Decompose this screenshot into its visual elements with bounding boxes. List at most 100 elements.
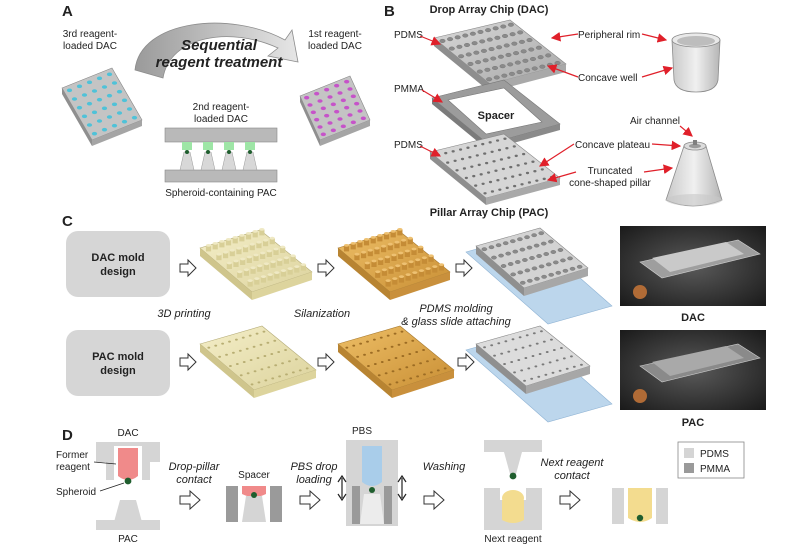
pac-mold-orange: [337, 325, 455, 398]
legend: PDMS PMMA: [677, 441, 745, 479]
next-contact-2: contact: [554, 470, 590, 482]
label-pdms-top: PDMS: [394, 30, 423, 41]
stage-1: DAC PAC Former reagent Spheroid: [56, 428, 160, 545]
magenta-drops: [304, 79, 366, 137]
dac-mold-line1: DAC mold: [91, 252, 144, 264]
panel-d-letter: D: [62, 427, 73, 444]
dac3-label-2: loaded DAC: [63, 41, 117, 52]
pbs-drop-1: PBS drop: [290, 461, 337, 473]
dac-teal-chip: [61, 67, 143, 146]
drop-pillar-1: Drop-pillar: [169, 461, 221, 473]
pac-mold-line1: PAC mold: [92, 351, 144, 363]
stage3-pbs: PBS: [352, 426, 372, 437]
arrow-c5: [317, 352, 335, 372]
arrow-d2: [299, 489, 321, 511]
legend-pmma-swatch: [684, 463, 694, 473]
pac-plate: [429, 133, 561, 205]
spacer-frame: [431, 79, 561, 150]
arrow-c1: [179, 258, 197, 278]
double-arrow-left: [337, 474, 347, 502]
mold-holes-pale: [207, 330, 309, 386]
pac-mold-design-box: [66, 330, 170, 396]
next-reagent-label: Next reagent: [484, 534, 541, 545]
dac1-label-1: 1st reagent-: [308, 29, 361, 40]
legend-pdms: PDMS: [700, 449, 729, 460]
dac-on-glass: [465, 227, 613, 325]
dac2-label-2: loaded DAC: [194, 114, 248, 125]
label-truncated-2: cone-shaped pillar: [569, 178, 651, 189]
legend-pdms-swatch: [684, 448, 694, 458]
double-arrow-right: [397, 474, 407, 502]
arrow-c3: [455, 258, 473, 278]
dac-magenta-chip: [299, 75, 371, 146]
label-pmma: PMMA: [394, 84, 424, 95]
step-3d-printing: 3D printing: [157, 308, 211, 320]
pac-photo-chip: [633, 343, 761, 403]
arrow-c6: [457, 352, 475, 372]
arrow-d3: [423, 489, 445, 511]
label-truncated-1: Truncated: [588, 166, 633, 177]
mold-bumps-pale: [205, 228, 307, 287]
dac-photo-chip: [633, 239, 761, 299]
dac-glass-wells: [481, 231, 583, 285]
stage-5: [612, 488, 668, 524]
stage1-pac: PAC: [118, 534, 138, 545]
stage-3: PBS: [337, 426, 407, 526]
teal-drops: [66, 72, 138, 136]
dac-mold-pale: [199, 228, 313, 300]
panel-b: B Drop Array Chip (DAC) Pillar Array Chi…: [384, 3, 723, 219]
sequential-title-1: Sequential: [181, 37, 258, 54]
photo-pac-label: PAC: [682, 417, 704, 429]
step-silanization: Silanization: [294, 308, 350, 320]
label-concave-well: Concave well: [578, 73, 637, 84]
dac-mold-line2: design: [100, 266, 136, 278]
label-concave-plateau: Concave plateau: [575, 140, 650, 151]
pac-title: Pillar Array Chip (PAC): [430, 207, 549, 219]
single-well-cup: [671, 32, 721, 93]
spacer-label: Spacer: [478, 110, 515, 122]
washing-label: Washing: [423, 461, 466, 473]
former-1: Former: [56, 450, 89, 461]
spheroid-label: Spheroid: [56, 487, 96, 498]
dac3-label-1: 3rd reagent-: [63, 29, 117, 40]
arrow-c4: [179, 352, 197, 372]
panel-a: A Sequential reagent treatment 3rd reage…: [61, 3, 371, 199]
dac-title: Drop Array Chip (DAC): [430, 4, 549, 16]
mold-bumps-orange: [343, 228, 445, 287]
panel-c-letter: C: [62, 213, 73, 230]
dac1-label-2: loaded DAC: [308, 41, 362, 52]
pac-mold-pale: [199, 325, 317, 398]
single-pillar-cone: [665, 140, 723, 207]
step-pdms-2: & glass slide attaching: [401, 316, 511, 328]
arrow-d4: [559, 489, 581, 511]
pac-caption: Spheroid-containing PAC: [165, 188, 277, 199]
drop-pillar-2: contact: [176, 474, 212, 486]
stage-2: Spacer: [226, 470, 282, 522]
dac-mold-design-box: [66, 231, 170, 297]
stage2-spacer: Spacer: [238, 470, 270, 481]
panel-d: D DAC PAC Former reagent Spheroid Drop-p…: [56, 426, 745, 545]
panel-c: C DAC mold design: [62, 213, 766, 429]
pac-glass-pillars: [483, 330, 583, 382]
arrow-c2: [317, 258, 335, 278]
panel-a-letter: A: [62, 3, 73, 20]
dac-pac-stack: [164, 127, 278, 183]
pillar-array: [436, 137, 554, 195]
sequential-title-2: reagent treatment: [156, 54, 284, 71]
label-air-channel: Air channel: [630, 116, 680, 127]
dac-mold-orange: [337, 228, 451, 300]
former-2: reagent: [56, 462, 90, 473]
stage1-dac: DAC: [117, 428, 138, 439]
pac-mold-line2: design: [100, 365, 136, 377]
dac-plate: [433, 19, 567, 92]
legend-pmma: PMMA: [700, 464, 730, 475]
mold-holes-orange: [345, 330, 447, 386]
label-peripheral-rim: Peripheral rim: [578, 30, 640, 41]
sequential-arc-arrow: [134, 22, 299, 79]
label-pdms-bottom: PDMS: [394, 140, 423, 151]
step-pdms-1: PDMS molding: [419, 303, 493, 315]
stage-4: Next reagent: [484, 440, 542, 545]
panel-b-letter: B: [384, 3, 395, 20]
pac-on-glass: [465, 325, 613, 423]
next-contact-1: Next reagent: [541, 457, 605, 469]
